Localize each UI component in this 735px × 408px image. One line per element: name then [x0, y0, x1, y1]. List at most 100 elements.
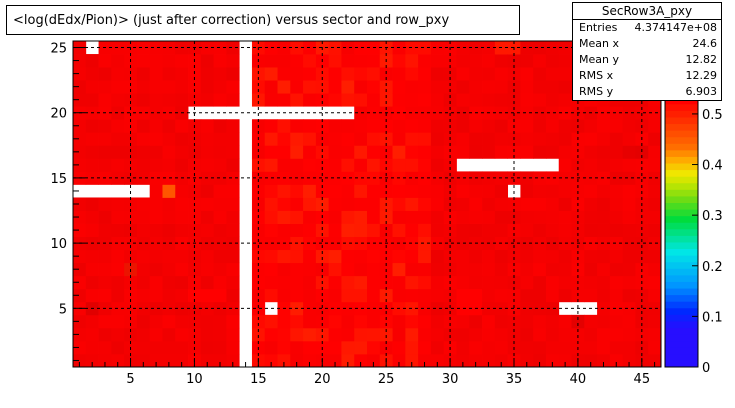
- heatmap-cell: [328, 340, 342, 355]
- heatmap-cell: [533, 41, 547, 55]
- heatmap-cell: [149, 197, 163, 211]
- heatmap-cell: [328, 223, 342, 237]
- heatmap-cell: [367, 197, 381, 211]
- heatmap-cell: [111, 223, 125, 237]
- heatmap-cell: [290, 327, 304, 342]
- heatmap-cell: [443, 301, 457, 316]
- heatmap-cell: [175, 80, 189, 94]
- heatmap-cell: [303, 67, 317, 81]
- heatmap-cell: [354, 171, 368, 185]
- stats-row-rms-y: RMS y 6.903: [573, 84, 721, 100]
- heatmap-cell: [430, 353, 445, 368]
- z-tick-label: 0.3: [702, 209, 723, 224]
- heatmap-cell: [392, 158, 406, 172]
- heatmap-cell: [367, 223, 381, 237]
- heatmap-cell: [648, 327, 662, 342]
- heatmap-cell: [609, 288, 624, 303]
- heatmap-cell: [418, 184, 432, 198]
- heatmap-cell: [213, 197, 227, 211]
- heatmap-cell: [277, 327, 291, 342]
- heatmap-cell: [597, 327, 611, 342]
- heatmap-cell: [392, 353, 406, 368]
- heatmap-cell: [73, 80, 87, 94]
- heatmap-cell: [290, 145, 304, 159]
- heatmap-cell: [533, 262, 547, 277]
- heatmap-cell: [354, 262, 368, 277]
- heatmap-cell: [456, 262, 470, 277]
- heatmap-cell: [482, 54, 496, 68]
- heatmap-cell: [622, 340, 636, 355]
- heatmap-cell: [73, 67, 87, 81]
- palette-band: [665, 235, 698, 243]
- heatmap-cell: [328, 145, 342, 159]
- heatmap-cell: [584, 197, 598, 211]
- heatmap-cell: [111, 314, 125, 329]
- heatmap-cell: [264, 288, 278, 303]
- heatmap-cell: [149, 67, 163, 81]
- heatmap-cell: [533, 288, 547, 303]
- heatmap-cell: [124, 301, 138, 316]
- heatmap-cell: [533, 145, 547, 159]
- heatmap-cell: [354, 158, 368, 172]
- heatmap-cell: [367, 184, 381, 198]
- heatmap-cell: [456, 249, 470, 264]
- heatmap-cell: [354, 93, 368, 107]
- heatmap-cell: [341, 132, 355, 146]
- heatmap-cell: [264, 210, 278, 224]
- heatmap-cell: [73, 353, 87, 368]
- heatmap-cell: [124, 327, 138, 342]
- heatmap-cell: [290, 158, 304, 172]
- heatmap-cell: [85, 314, 99, 329]
- palette-band: [665, 248, 698, 256]
- heatmap-cell: [328, 288, 342, 303]
- heatmap-cell: [584, 314, 598, 329]
- heatmap-cell: [430, 249, 445, 264]
- y-tick-label: 20: [50, 107, 67, 122]
- heatmap-cell: [175, 223, 189, 237]
- heatmap-cell: [622, 262, 636, 277]
- y-tick-label: 15: [50, 172, 67, 187]
- heatmap-cell: [418, 223, 432, 237]
- heatmap-cell: [162, 184, 176, 198]
- heatmap-cell: [648, 249, 662, 264]
- z-tick-label: 0.2: [702, 260, 723, 275]
- chart-title-text: <log(dEdx/Pion)> (just after correction)…: [13, 12, 450, 28]
- heatmap-cell: [469, 223, 483, 237]
- heatmap-cell: [482, 80, 496, 94]
- heatmap-cell: [482, 184, 496, 198]
- heatmap-cell: [597, 288, 611, 303]
- heatmap-cell: [545, 54, 560, 68]
- heatmap-cell: [469, 314, 483, 329]
- heatmap-cell: [73, 132, 87, 146]
- heatmap-cell: [277, 158, 291, 172]
- heatmap-cell: [520, 67, 534, 81]
- heatmap-cell: [609, 327, 624, 342]
- heatmap-cell: [149, 301, 163, 316]
- heatmap-cell: [98, 340, 112, 355]
- heatmap-cell: [392, 327, 406, 342]
- heatmap-cell: [251, 223, 266, 237]
- stats-label: RMS x: [579, 69, 614, 82]
- heatmap-cell: [635, 301, 649, 316]
- heatmap-cell: [622, 197, 636, 211]
- heatmap-cell: [469, 80, 483, 94]
- stats-row-mean-x: Mean x 24.6: [573, 36, 721, 52]
- heatmap-cell: [98, 288, 112, 303]
- heatmap-cell: [162, 340, 176, 355]
- heatmap-cell: [418, 340, 432, 355]
- heatmap-cell: [507, 301, 521, 316]
- heatmap-cell: [85, 197, 99, 211]
- palette-band: [665, 169, 698, 177]
- heatmap-cell: [85, 340, 99, 355]
- heatmap-cell: [136, 236, 151, 251]
- heatmap-cell: [418, 67, 432, 81]
- heatmap-cell: [200, 223, 215, 237]
- heatmap-cell: [584, 353, 598, 368]
- heatmap-cell: [303, 197, 317, 211]
- heatmap-cell: [430, 41, 445, 55]
- color-palette: [664, 37, 699, 368]
- heatmap-cell: [494, 197, 509, 211]
- heatmap-cell: [124, 158, 138, 172]
- heatmap-cell: [456, 210, 470, 224]
- heatmap-cell: [609, 262, 624, 277]
